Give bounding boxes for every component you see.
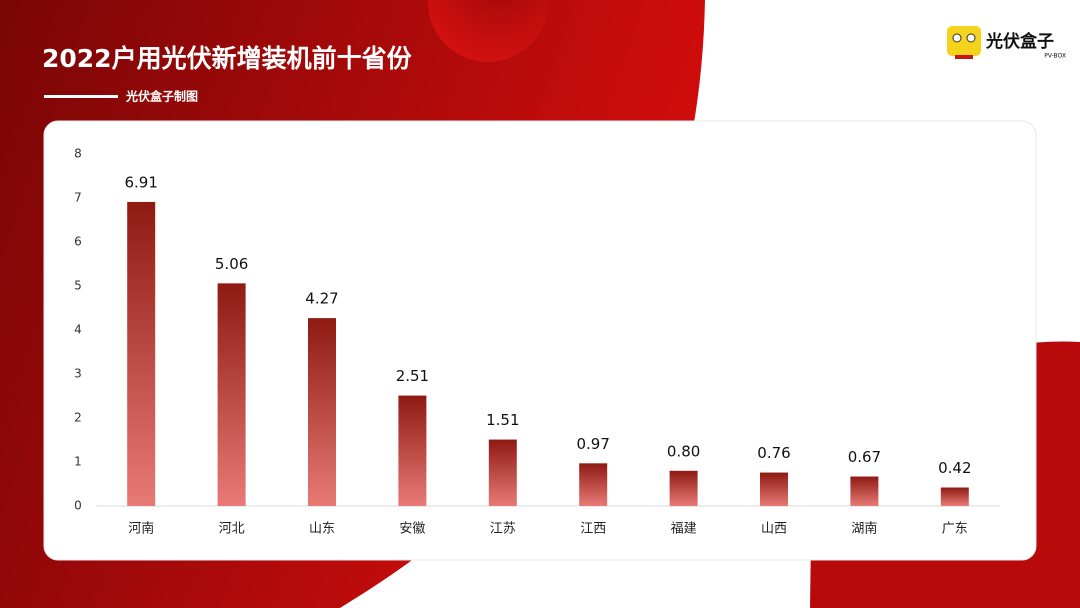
x-tick-label: 福建 [671,522,697,537]
value-label: 4.27 [305,290,338,308]
value-label: 0.80 [667,442,700,460]
bar [127,201,156,506]
value-label: 0.67 [848,448,881,466]
y-tick-label: 5 [74,279,82,293]
chart-title: 2022户用光伏新增装机前十省份 [42,44,412,73]
y-tick-label: 3 [74,367,82,381]
bar [760,472,788,506]
x-tick-label: 湖南 [851,521,877,537]
value-label: 1.51 [486,411,519,429]
value-label: 5.06 [215,255,248,273]
y-tick-label: 6 [74,235,82,249]
logo-icon [947,26,981,56]
chart-subtitle: 光伏盒子制图 [125,89,198,104]
bar [217,283,246,506]
bar [850,476,879,506]
y-tick-label: 4 [74,323,82,337]
x-tick-label: 安徽 [399,522,425,537]
value-label: 0.42 [938,459,971,477]
value-label: 2.51 [396,367,429,385]
value-label: 0.76 [757,444,790,462]
bar [308,318,336,506]
bar [488,439,517,506]
y-tick-label: 0 [74,499,82,513]
bar [669,470,698,506]
x-tick-label: 广东 [942,522,968,537]
logo: 光伏盒子 PV-BOX [947,26,1066,60]
logo-eye [952,33,962,43]
bar [398,395,427,506]
value-label: 0.97 [576,435,609,453]
logo-eye [966,33,976,43]
x-tick-label: 江西 [580,522,606,537]
chart-card [43,120,1037,561]
logo-name: 光伏盒子 [985,31,1054,52]
y-tick-label: 7 [74,191,82,205]
y-tick-label: 8 [74,147,82,161]
x-tick-label: 山西 [761,522,787,537]
bg-circle [428,0,548,62]
x-tick-label: 山东 [309,522,335,537]
title-rule [44,95,118,98]
value-label: 6.91 [124,173,157,191]
y-tick-label: 2 [74,411,82,425]
logo-tagline: PV-BOX [1044,53,1066,60]
x-tick-label: 河北 [219,522,245,537]
logo-base [955,55,973,59]
y-tick-label: 1 [74,455,82,469]
bar [940,487,969,506]
x-tick-label: 河南 [128,521,154,537]
bar [579,463,608,506]
x-tick-label: 江苏 [490,521,516,537]
